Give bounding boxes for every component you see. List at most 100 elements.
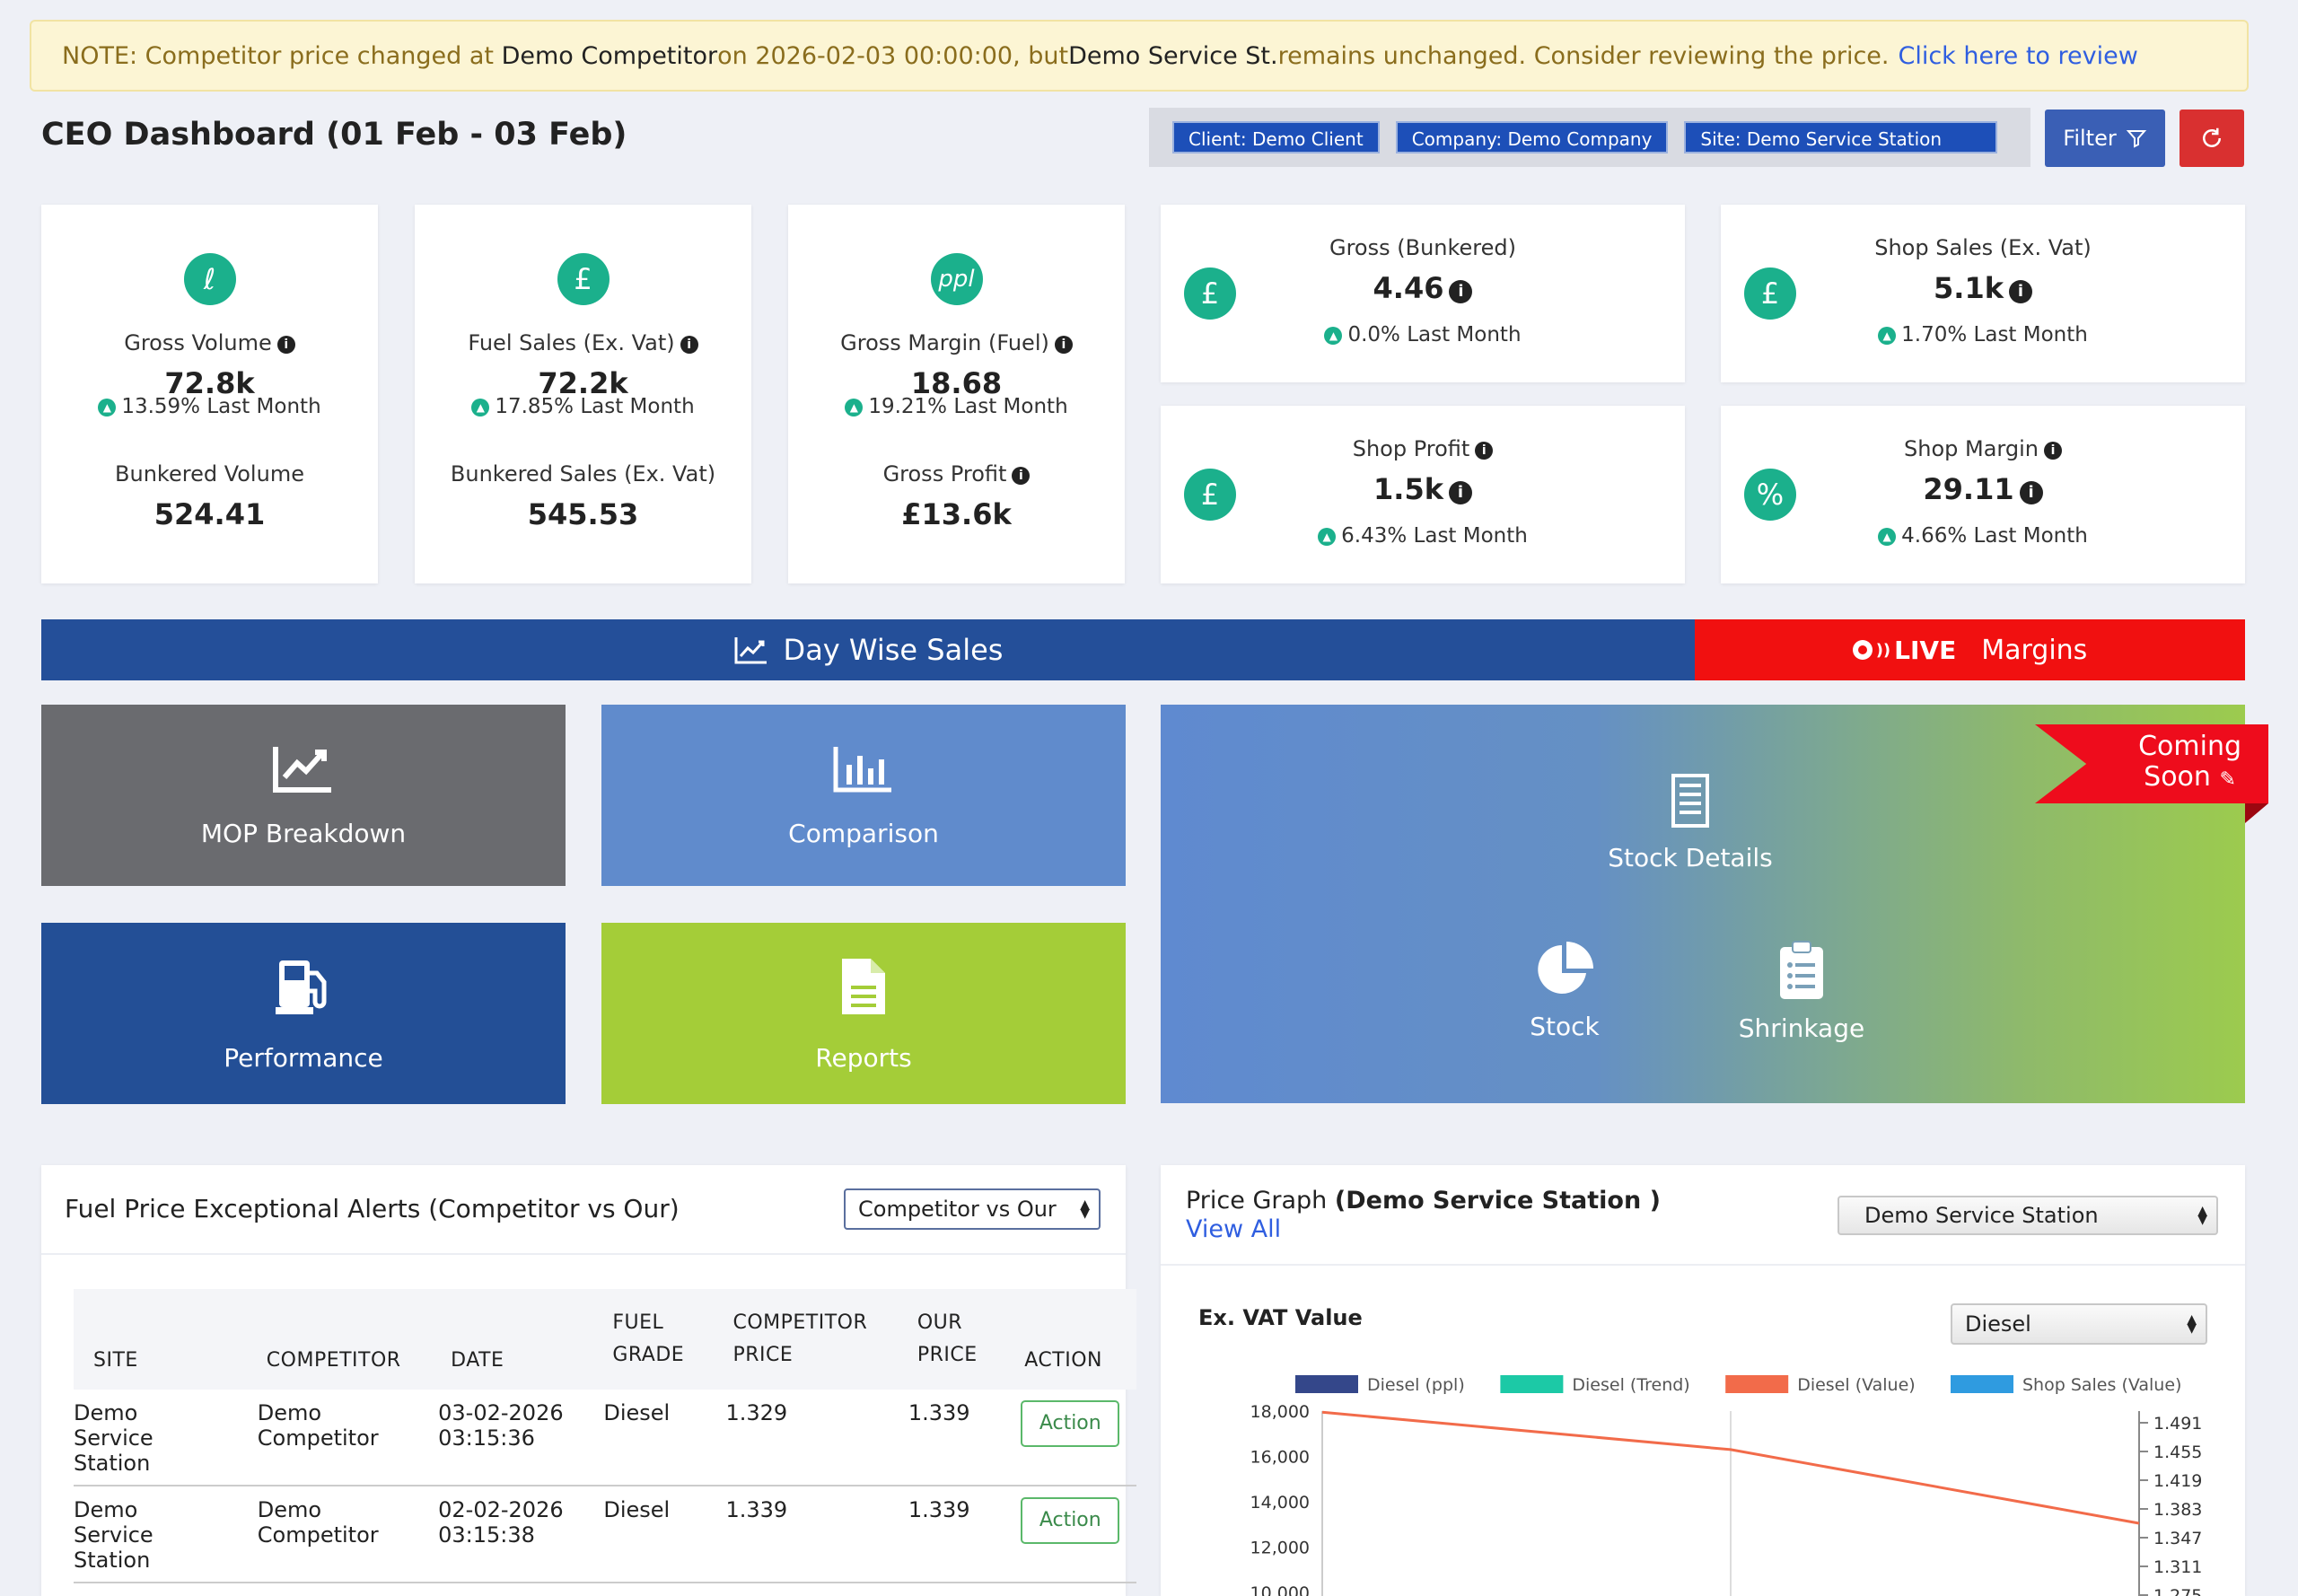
percent-icon: %	[1744, 469, 1796, 521]
select-arrows-icon: ▲ ▼	[2187, 1312, 2197, 1336]
row-competitor-price: 1.329	[713, 1390, 898, 1486]
kpi-label: Gross (Bunkered)	[1329, 235, 1517, 260]
info-icon: i	[1054, 336, 1073, 354]
kpi-card-gross-volume: ℓ Gross Volume i 72.8k ▲ 13.59% Last Month…	[41, 205, 378, 583]
refresh-icon	[2203, 127, 2221, 147]
legend-label: Diesel (Trend)	[1572, 1375, 1689, 1395]
info-icon: i	[276, 336, 295, 354]
kpi-label: Fuel Sales (Ex. Vat) i	[415, 330, 751, 355]
y-left-tick: 16,000	[1250, 1448, 1310, 1468]
action-button[interactable]: Action	[1021, 1400, 1120, 1447]
info-icon: i	[1012, 467, 1031, 485]
row-site: Demo Service Station	[74, 1497, 153, 1573]
kpi-card-shop-margin: % Shop Margin i 29.11 i ▲ 4.66% Last Month	[1721, 406, 2245, 583]
shrinkage-item[interactable]: Shrinkage	[1694, 940, 1909, 1043]
kpi-value: 4.46 i	[1161, 271, 1685, 305]
refresh-button[interactable]	[2180, 110, 2244, 167]
col-fuel-grade: FUEL GRADE	[592, 1289, 714, 1390]
coming-soon-ribbon: Coming Soon ✎	[2035, 724, 2268, 823]
clipboard-icon	[1780, 941, 1823, 999]
comparison-tile[interactable]: Comparison	[601, 705, 1126, 886]
fuel-price-alerts-panel: Fuel Price Exceptional Alerts (Competito…	[41, 1165, 1136, 1596]
kpi-change: ▲ 17.85% Last Month	[415, 395, 751, 418]
info-icon: i	[1449, 280, 1473, 303]
pie-chart-icon	[1538, 942, 1593, 994]
shrinkage-label: Shrinkage	[1738, 1013, 1865, 1043]
site-select-value: Demo Service Station	[1864, 1203, 2099, 1228]
y-right-tick: 1.275	[2153, 1586, 2202, 1596]
arrow-up-icon: ▲	[1878, 327, 1897, 345]
kpi-label: Gross Volume i	[41, 330, 378, 355]
notice-suffix: remains unchanged. Consider reviewing th…	[1277, 41, 1890, 70]
kpi-sub-value: 524.41	[153, 497, 266, 531]
kpi-value: 1.5k i	[1161, 472, 1685, 506]
litre-icon: ℓ	[183, 253, 236, 305]
mop-breakdown-tile[interactable]: MOP Breakdown	[41, 705, 566, 886]
day-wise-sales-button[interactable]: Day Wise Sales	[41, 619, 1695, 680]
page-title: CEO Dashboard (01 Feb - 03 Feb)	[41, 117, 627, 153]
ppl-icon: ppl	[930, 253, 983, 305]
stock-details-item[interactable]: Stock Details	[1556, 773, 1825, 873]
row-grade: Diesel	[592, 1486, 714, 1583]
company-chip[interactable]: Company: Demo Company	[1395, 121, 1669, 153]
kpi-change: ▲ 0.0% Last Month	[1161, 323, 1685, 346]
live-margins-button[interactable]: )) LIVE Margins	[1695, 619, 2245, 680]
filter-chip-bar: Client: Demo Client Company: Demo Compan…	[1149, 108, 2030, 167]
site-select[interactable]: Demo Service Station ▲ ▼	[1838, 1196, 2218, 1235]
stock-details-icon	[1671, 774, 1709, 828]
day-wise-sales-label: Day Wise Sales	[783, 633, 1004, 667]
row-site: Demo Service Station	[74, 1400, 153, 1476]
view-all-link[interactable]: View All	[1186, 1215, 1282, 1243]
pound-icon: £	[557, 253, 610, 305]
kpi-change: ▲ 4.66% Last Month	[1721, 524, 2245, 548]
filter-button[interactable]: Filter	[2045, 110, 2165, 167]
kpi-value: 29.11 i	[1721, 472, 2245, 506]
row-our-price: 1.339	[897, 1390, 1005, 1486]
comparison-label: Comparison	[788, 818, 939, 848]
price-graph-site: (Demo Service Station )	[1334, 1187, 1661, 1215]
reports-tile[interactable]: Reports	[601, 923, 1126, 1104]
row-date: 03-02-2026	[438, 1400, 564, 1425]
stock-label: Stock	[1530, 1012, 1600, 1041]
kpi-sub-value: £13.6k	[901, 497, 1012, 531]
kpi-label: Gross Margin (Fuel) i	[788, 330, 1125, 355]
info-icon: i	[2008, 280, 2032, 303]
series-line-diesel-value	[1321, 1410, 2140, 1525]
col-our-price: OUR PRICE	[897, 1289, 1005, 1390]
y-left-tick: 14,000	[1250, 1493, 1310, 1513]
alerts-table: SITE COMPETITOR DATE FUEL GRADE COMPETIT…	[74, 1289, 1136, 1583]
performance-tile[interactable]: Performance	[41, 923, 566, 1104]
kpi-value: 72.2k	[538, 366, 628, 400]
kpi-change: ▲ 1.70% Last Month	[1721, 323, 2245, 346]
row-our-price: 1.339	[897, 1486, 1005, 1583]
price-graph-title: Price Graph (Demo Service Station )	[1186, 1187, 1661, 1215]
grade-select[interactable]: Diesel ▲ ▼	[1951, 1303, 2207, 1345]
kpi-label: Shop Profit i	[1161, 436, 1685, 461]
stock-item[interactable]: Stock	[1457, 940, 1672, 1041]
price-graph-panel: Price Graph (Demo Service Station ) View…	[1161, 1165, 2245, 1596]
site-chip[interactable]: Site: Demo Service Station	[1684, 121, 1998, 153]
client-chip[interactable]: Client: Demo Client	[1172, 121, 1380, 153]
action-button[interactable]: Action	[1021, 1497, 1120, 1544]
col-action: ACTION	[1004, 1289, 1136, 1390]
funnel-icon	[2126, 130, 2146, 148]
row-grade: Diesel	[592, 1390, 714, 1486]
price-change-notice: NOTE: Competitor price changed at Demo C…	[30, 20, 2249, 92]
comparison-select[interactable]: Competitor vs Our ▲ ▼	[844, 1188, 1101, 1230]
legend-label: Diesel (ppl)	[1367, 1375, 1465, 1395]
notice-prefix: NOTE: Competitor price changed at	[62, 41, 494, 70]
line-chart-icon	[734, 637, 767, 664]
y-right-tick: 1.491	[2153, 1414, 2202, 1434]
review-link[interactable]: Click here to review	[1898, 41, 2138, 70]
mop-breakdown-label: MOP Breakdown	[200, 818, 407, 848]
legend-item: Diesel (Trend)	[1500, 1375, 1690, 1395]
party-icon: ✎	[2219, 768, 2236, 791]
kpi-sub-label: Bunkered Sales (Ex. Vat)	[450, 461, 716, 487]
col-competitor-price: COMPETITOR PRICE	[713, 1289, 898, 1390]
kpi-label: Shop Sales (Ex. Vat)	[1874, 235, 2092, 260]
alerts-title: Fuel Price Exceptional Alerts (Competito…	[65, 1194, 680, 1223]
arrow-up-icon: ▲	[845, 399, 864, 417]
arrow-up-icon: ▲	[471, 399, 490, 417]
info-icon: i	[1448, 481, 1472, 504]
y-left-tick: 18,000	[1250, 1402, 1310, 1422]
